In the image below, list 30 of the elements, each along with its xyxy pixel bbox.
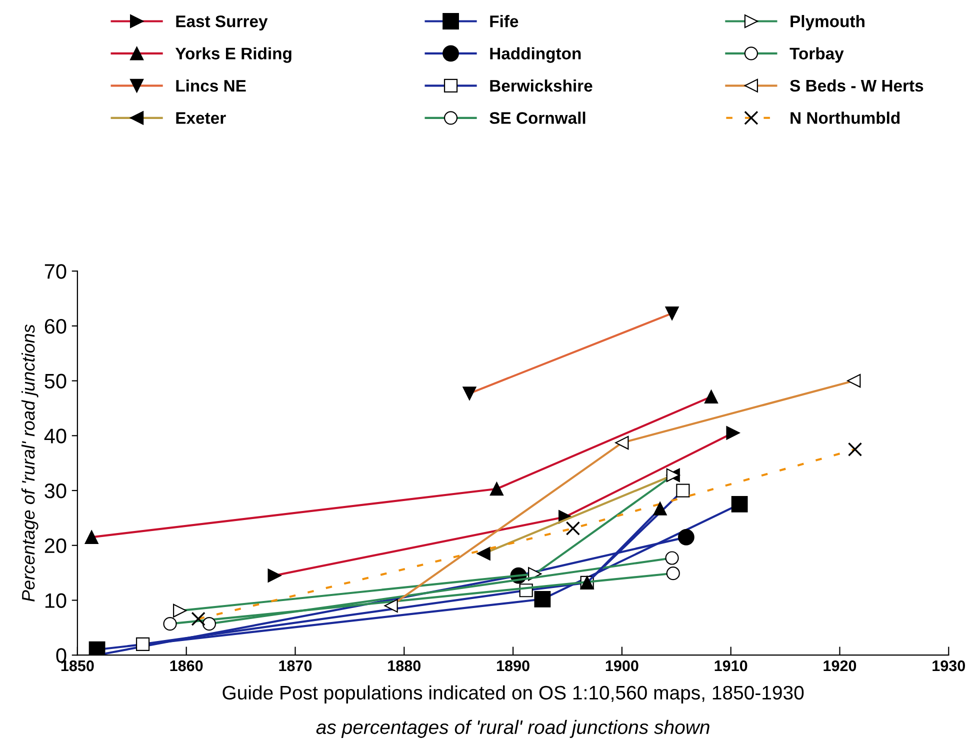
x-tick-label: 1930 [932, 660, 966, 672]
legend-label: Haddington [490, 47, 581, 63]
text: as percentages of 'rural' road junctions shown [316, 720, 710, 738]
legend-label: East Surrey [176, 15, 268, 31]
x-tick-label: 1900 [606, 660, 638, 672]
y-tick-label: 30 [44, 484, 66, 498]
legend-label: Fife [490, 15, 518, 28]
x-tick-label: 1920 [824, 660, 856, 672]
y-tick-label: 20 [44, 538, 66, 554]
y-axis-title: Percentage of 'rural' road junctions [21, 324, 38, 602]
legend-label: N Northumbld [790, 112, 900, 124]
x-tick-label: 1880 [388, 660, 421, 672]
legend-label: Torbay [790, 47, 844, 63]
legend-label: Exeter [176, 112, 226, 124]
x-axis-title: Guide Post populations indicated on OS 1:10,560 maps, 1850-1930 [222, 685, 804, 704]
y-tick-label: 40 [44, 428, 66, 444]
legend-label: Plymouth [790, 15, 864, 31]
legend-label: Berwickshire [490, 79, 592, 92]
x-tick-label: 1890 [497, 660, 530, 672]
y-tick-label: 70 [44, 264, 66, 279]
legend-label: SE Cornwall [490, 112, 586, 124]
legend-label: S Beds - W Herts [790, 79, 924, 92]
y-tick-label: 50 [44, 374, 66, 389]
x-tick-label: 1910 [714, 660, 748, 672]
legend-label: Yorks E Riding [175, 47, 292, 63]
x-tick-label: 1860 [170, 660, 203, 672]
y-tick-label: 10 [45, 593, 66, 608]
legend-label: Lincs NE [176, 79, 246, 92]
y-tick-label: 60 [44, 318, 66, 334]
x-tick-label: 1870 [279, 660, 312, 672]
